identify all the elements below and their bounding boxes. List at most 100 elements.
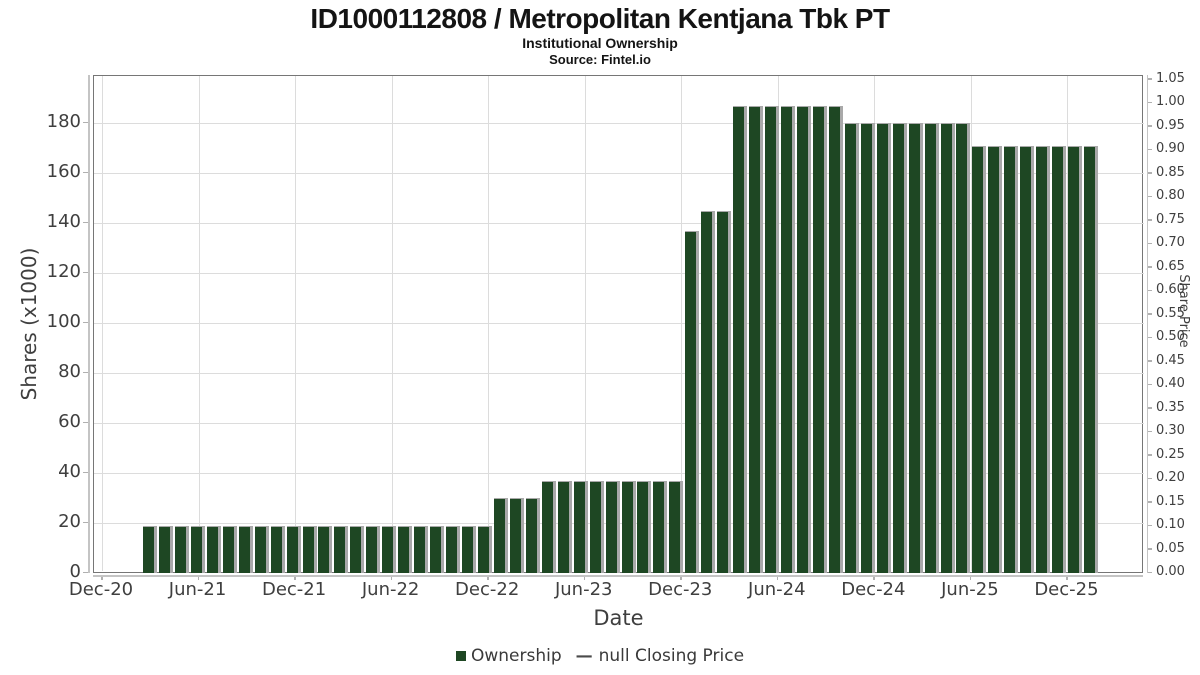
gridline-vertical [874, 76, 876, 571]
y-tick-left [83, 571, 88, 573]
ownership-bar [653, 480, 668, 573]
y-tick-right [1147, 78, 1152, 80]
plot-area [93, 75, 1144, 573]
gridline-vertical [295, 76, 297, 571]
y-tick-label-right: 1.00 [1156, 94, 1185, 109]
ownership-bar [1036, 145, 1051, 573]
ownership-bar [860, 123, 875, 573]
y-tick-right [1147, 289, 1152, 291]
y-tick-right [1147, 266, 1152, 268]
gridline-horizontal [94, 323, 1144, 324]
ownership-bar [685, 230, 700, 573]
x-tick [776, 575, 779, 580]
ownership-bar [605, 480, 620, 573]
ownership-bar [174, 525, 189, 573]
ownership-bar [350, 525, 365, 573]
x-tick-label: Dec-20 [68, 579, 134, 600]
y-tick-label-right: 0.95 [1156, 117, 1185, 133]
ownership-bar [621, 480, 636, 573]
ownership-bar [876, 123, 891, 573]
y-tick-right [1147, 548, 1152, 550]
y-tick-right [1147, 101, 1152, 103]
gridline-horizontal [94, 373, 1144, 374]
ownership-bar [892, 123, 907, 573]
ownership-bar [414, 525, 429, 573]
ownership-bar [749, 105, 764, 573]
ownership-bar [270, 525, 285, 573]
y-tick-left [83, 171, 88, 173]
ownership-bar [509, 498, 524, 573]
gridline-horizontal [94, 473, 1144, 474]
legend-price-line-icon: — [575, 646, 593, 666]
y-tick-right [1147, 477, 1152, 479]
ownership-bar [908, 123, 923, 573]
gridline-vertical [1067, 76, 1069, 571]
ownership-bar [557, 480, 572, 573]
ownership-bar [573, 480, 588, 573]
ownership-bar [733, 105, 748, 573]
y-tick-right [1147, 383, 1152, 385]
gridline-vertical [198, 76, 200, 571]
ownership-bar [318, 525, 333, 573]
legend: Ownership — null Closing Price [0, 646, 1200, 666]
x-tick-label: Dec-21 [261, 579, 327, 600]
gridline-horizontal [94, 173, 1144, 174]
ownership-bar [1068, 145, 1083, 573]
x-tick [197, 575, 200, 580]
y-tick-right [1147, 571, 1152, 573]
ownership-bar [1004, 145, 1019, 573]
x-tick [680, 575, 682, 580]
y-tick-label-left: 180 [46, 111, 81, 132]
legend-ownership-label: Ownership [470, 646, 562, 666]
y-tick-label-right: 1.05 [1156, 70, 1185, 86]
x-tick-label: Dec-23 [648, 579, 713, 600]
y-tick-label-left: 0 [69, 561, 81, 582]
legend-price-label: null Closing Price [598, 646, 745, 666]
y-tick-left [83, 271, 88, 273]
ownership-bar [190, 525, 205, 573]
ownership-bar [669, 480, 684, 573]
x-tick [969, 575, 972, 580]
gridline-vertical [681, 76, 683, 571]
x-tick [583, 575, 586, 580]
y-tick-label-right: 0.90 [1156, 141, 1185, 156]
y-tick-right [1147, 336, 1152, 338]
y-tick-left [83, 121, 88, 123]
y-tick-right [1147, 360, 1152, 362]
ownership-bar [765, 105, 780, 573]
ownership-bar [366, 525, 381, 573]
chart-title: ID1000112808 / Metropolitan Kentjana Tbk… [310, 3, 890, 34]
ownership-bar [717, 210, 732, 573]
gridline-vertical [102, 76, 103, 571]
x-tick [294, 575, 296, 580]
ownership-bar [1052, 145, 1067, 573]
y-tick-right [1147, 407, 1152, 409]
legend-ownership-swatch-icon [455, 651, 466, 661]
y-tick-right [1147, 430, 1152, 432]
y-tick-left [83, 471, 88, 473]
gridline-vertical [391, 76, 393, 571]
x-axis-label: Date [593, 606, 644, 630]
x-tick [390, 575, 393, 580]
y-tick-label-left: 20 [58, 511, 81, 532]
ownership-bar [1020, 145, 1035, 573]
chart-source: Source: Fintel.io [549, 52, 651, 67]
x-tick-label: Jun-22 [361, 579, 420, 600]
gridline-horizontal [94, 223, 1144, 224]
y-tick-right [1147, 313, 1152, 315]
ownership-bar [988, 145, 1003, 573]
ownership-bar [286, 525, 301, 573]
ownership-bar [781, 105, 795, 573]
y-tick-right [1147, 195, 1152, 197]
spine-left [88, 75, 90, 573]
ownership-bar [812, 105, 827, 573]
x-tick-label: Jun-25 [941, 579, 999, 600]
ownership-bar [446, 525, 461, 573]
y-tick-right [1147, 148, 1152, 150]
y-tick-left [83, 421, 88, 423]
y-tick-label-right: 0.15 [1156, 493, 1185, 509]
ownership-bar [844, 123, 859, 573]
y-tick-label-right: 0.20 [1156, 470, 1185, 485]
ownership-bar [143, 525, 157, 573]
